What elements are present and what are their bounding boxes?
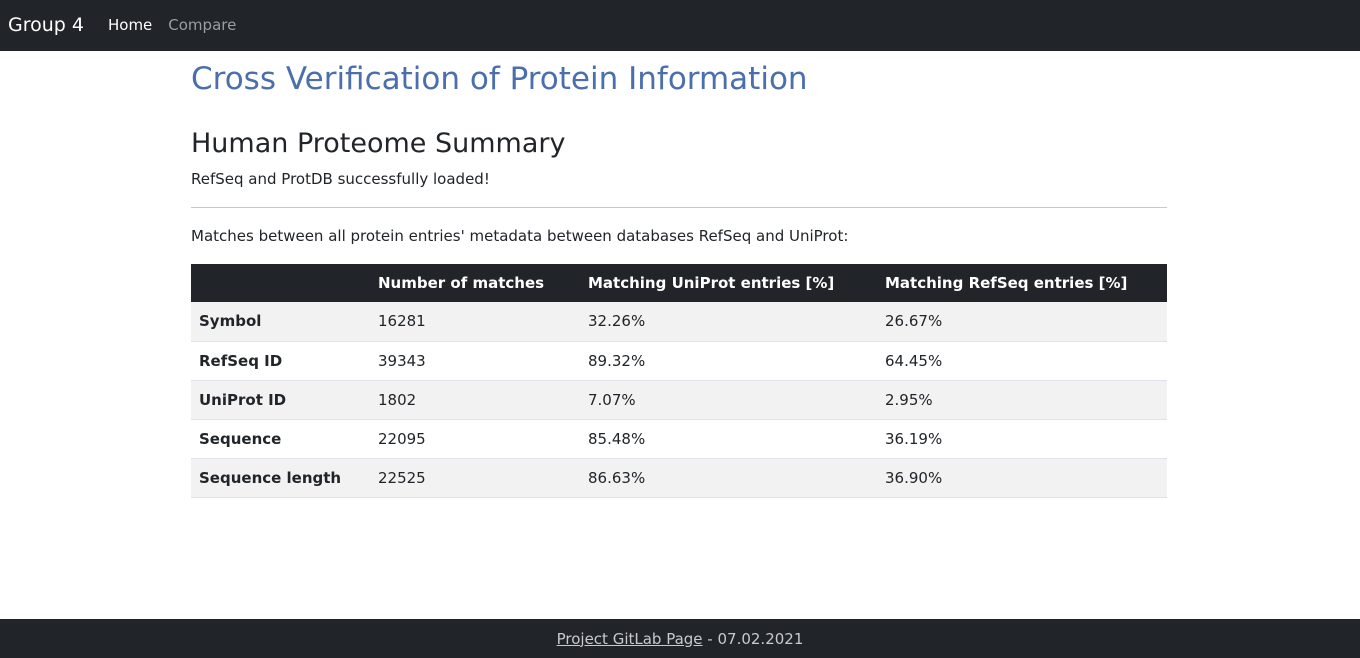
row-uniprot-cell: 7.07% [580, 380, 877, 420]
row-matches-cell: 1802 [370, 380, 580, 420]
row-field-cell: Sequence length [191, 458, 370, 498]
row-field-cell: Sequence [191, 419, 370, 459]
page-footer: Project GitLab Page - 07.02.2021 [0, 619, 1360, 658]
row-field-cell: RefSeq ID [191, 341, 370, 381]
main-content: Cross Verification of Protein Informatio… [191, 51, 1167, 498]
divider [191, 207, 1167, 208]
table-row: RefSeq ID 39343 89.32% 64.45% [191, 341, 1167, 381]
page-title: Cross Verification of Protein Informatio… [191, 61, 808, 97]
row-refseq-cell: 36.19% [877, 419, 1167, 459]
header-matching-refseq: Matching RefSeq entries [%] [877, 264, 1167, 302]
row-uniprot-cell: 86.63% [580, 458, 877, 498]
row-matches-cell: 16281 [370, 302, 580, 342]
row-uniprot-cell: 89.32% [580, 341, 877, 381]
nav-home-link[interactable]: Home [107, 16, 153, 34]
brand-link[interactable]: Group 4 [8, 14, 84, 36]
table-row: Symbol 16281 32.26% 26.67% [191, 302, 1167, 342]
table-header-row: Number of matches Matching UniProt entri… [191, 264, 1167, 302]
summary-table: Number of matches Matching UniProt entri… [191, 264, 1167, 498]
row-matches-cell: 22525 [370, 458, 580, 498]
row-uniprot-cell: 32.26% [580, 302, 877, 342]
section-title: Human Proteome Summary [191, 128, 566, 159]
table-row: Sequence 22095 85.48% 36.19% [191, 419, 1167, 459]
row-uniprot-cell: 85.48% [580, 419, 877, 459]
row-matches-cell: 39343 [370, 341, 580, 381]
load-status-text: RefSeq and ProtDB successfully loaded! [191, 170, 490, 188]
row-field-cell: Symbol [191, 302, 370, 342]
top-navbar: Group 4 Home Compare [0, 0, 1360, 51]
row-refseq-cell: 2.95% [877, 380, 1167, 420]
table-row: UniProt ID 1802 7.07% 2.95% [191, 380, 1167, 420]
table-intro-text: Matches between all protein entries' met… [191, 227, 849, 245]
header-matching-uniprot: Matching UniProt entries [%] [580, 264, 877, 302]
footer-date-text: - 07.02.2021 [702, 629, 804, 648]
header-field [191, 264, 370, 302]
table-row: Sequence length 22525 86.63% 36.90% [191, 458, 1167, 498]
row-refseq-cell: 64.45% [877, 341, 1167, 381]
row-refseq-cell: 26.67% [877, 302, 1167, 342]
row-matches-cell: 22095 [370, 419, 580, 459]
row-refseq-cell: 36.90% [877, 458, 1167, 498]
gitlab-page-link[interactable]: Project GitLab Page [556, 629, 703, 648]
header-number-of-matches: Number of matches [370, 264, 580, 302]
nav-compare-link[interactable]: Compare [168, 16, 237, 34]
row-field-cell: UniProt ID [191, 380, 370, 420]
